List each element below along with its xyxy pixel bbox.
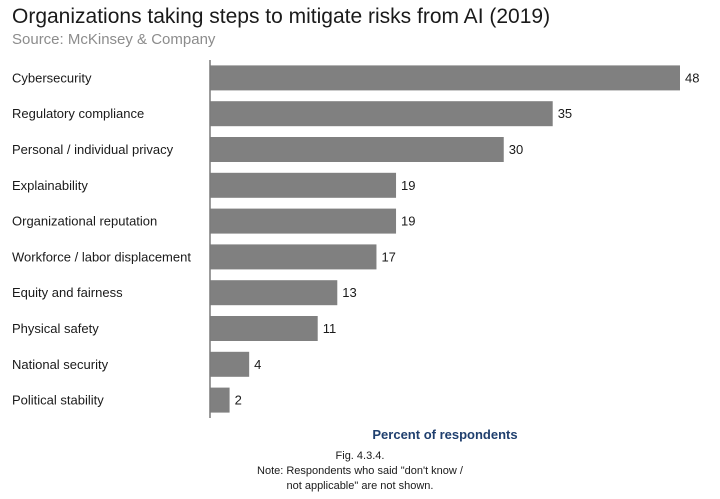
value-label: 11: [323, 321, 337, 336]
category-label: Organizational reputation: [12, 214, 157, 229]
bar: [210, 316, 318, 341]
category-label: Regulatory compliance: [12, 106, 144, 121]
bar: [210, 244, 377, 270]
bar: [210, 172, 397, 198]
value-label: 30: [509, 142, 523, 157]
x-axis-label: Percent of respondents: [372, 427, 518, 442]
chart-title: Organizations taking steps to mitigate r…: [12, 5, 551, 28]
category-label: Equity and fairness: [12, 285, 123, 300]
category-label: Physical safety: [12, 321, 99, 336]
figure-number: Fig. 4.3.4.: [335, 450, 385, 462]
bar: [210, 351, 250, 377]
value-label: 13: [342, 285, 356, 300]
figure-note-line-1: Note: Respondents who said "don't know /: [257, 465, 463, 477]
category-label: National security: [12, 357, 109, 372]
value-label: 35: [558, 106, 572, 121]
bar: [210, 280, 338, 306]
category-label: Explainability: [12, 178, 88, 193]
value-label: 19: [401, 214, 415, 229]
bars-group: Cybersecurity 48 Regulatory compliance 35 Pe…: [12, 65, 699, 413]
value-label: 4: [254, 357, 261, 372]
value-label: 48: [685, 70, 699, 85]
chart-subtitle: Source: McKinsey & Company: [12, 31, 216, 48]
category-label: Personal / individual privacy: [12, 142, 174, 157]
category-label: Political stability: [12, 393, 104, 408]
category-label: Cybersecurity: [12, 70, 92, 85]
value-label: 2: [235, 393, 242, 408]
bar: [210, 101, 553, 127]
category-label: Workforce / labor displacement: [12, 249, 191, 264]
bar: [210, 137, 504, 162]
value-label: 17: [381, 249, 395, 264]
value-label: 19: [401, 178, 415, 193]
bar: [210, 387, 230, 413]
bar: [210, 65, 680, 91]
figure-note-line-2: not applicable" are not shown.: [286, 480, 434, 492]
bar: [210, 208, 397, 234]
